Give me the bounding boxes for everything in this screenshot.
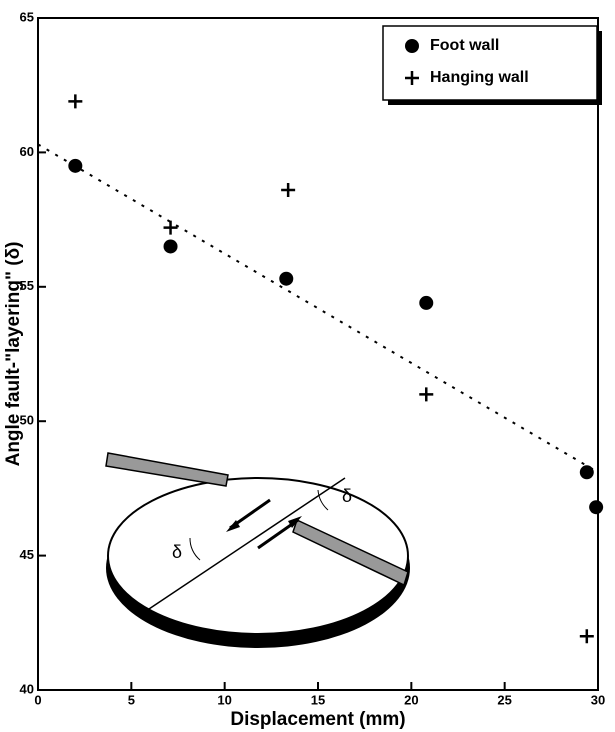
point — [68, 94, 82, 108]
y-tick-label: 50 — [20, 413, 34, 428]
y-tick-label: 45 — [20, 547, 34, 562]
x-tick-label: 10 — [217, 692, 231, 707]
point — [419, 387, 433, 401]
point — [580, 465, 594, 479]
y-tick-label: 60 — [20, 144, 34, 159]
x-tick-label: 20 — [404, 692, 418, 707]
y-tick-label: 55 — [20, 278, 34, 293]
x-tick-label: 15 — [311, 692, 325, 707]
layer-left — [106, 453, 228, 486]
x-axis-label: Displacement (mm) — [230, 709, 405, 730]
point — [419, 296, 433, 310]
point — [68, 159, 82, 173]
x-tick-label: 0 — [34, 692, 41, 707]
legend-label: Hanging wall — [430, 69, 529, 86]
legend-label: Foot wall — [430, 37, 499, 54]
point — [164, 239, 178, 253]
annotation: δ — [172, 542, 182, 562]
point — [405, 39, 419, 53]
y-tick-label: 40 — [20, 681, 34, 696]
x-tick-label: 25 — [497, 692, 511, 707]
point — [589, 500, 603, 514]
point — [279, 272, 293, 286]
y-axis-label: Angle fault-"layering" (δ) — [3, 242, 24, 467]
trend-line — [38, 144, 598, 472]
annotation: δ — [342, 486, 352, 506]
point — [580, 629, 594, 643]
inset-diagram: δ δ — [106, 453, 410, 648]
x-tick-label: 5 — [128, 692, 135, 707]
y-tick-label: 65 — [20, 9, 34, 24]
point — [281, 183, 295, 197]
point — [164, 221, 178, 235]
x-tick-label: 30 — [591, 692, 605, 707]
chart: δ δ Displacement (mm) Angle fault-"layer… — [0, 0, 615, 732]
